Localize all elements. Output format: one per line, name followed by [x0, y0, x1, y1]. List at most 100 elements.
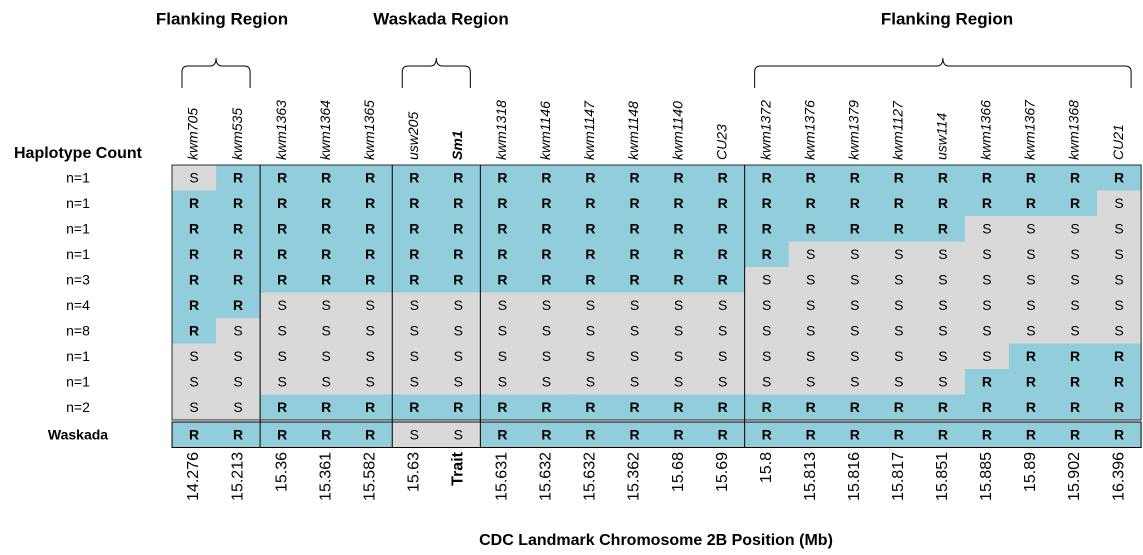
cell: [612, 267, 658, 293]
cell: [1097, 343, 1142, 370]
cell-value: R: [453, 399, 463, 415]
marker-label: kwm1379: [845, 100, 861, 160]
cell-value: R: [762, 399, 772, 415]
cell: [612, 318, 658, 344]
cell-value: R: [894, 220, 904, 236]
cell: [392, 318, 437, 344]
cell-value: S: [762, 373, 771, 389]
cell: [612, 422, 658, 448]
cell: [656, 318, 702, 344]
cell: [744, 343, 790, 370]
cell-value: R: [894, 399, 904, 415]
cell-value: S: [674, 348, 683, 364]
cell-value: S: [674, 373, 683, 389]
cell-value: R: [585, 246, 595, 262]
cell: [656, 394, 702, 421]
cell-value: R: [850, 220, 860, 236]
cell: [480, 394, 525, 421]
cell: [612, 216, 658, 242]
cell: [964, 422, 1010, 448]
haplotype-count: n=2: [66, 399, 90, 415]
cell-value: R: [277, 195, 287, 211]
cell-value: S: [277, 322, 286, 338]
cell-value: S: [982, 271, 991, 287]
cell-value: S: [586, 322, 595, 338]
cell: [700, 190, 746, 217]
cell-value: S: [850, 348, 859, 364]
table-box: [171, 164, 1142, 421]
cell-value: S: [189, 169, 198, 185]
cell-value: S: [233, 348, 242, 364]
cell: [260, 292, 305, 319]
position-label: 15.361: [317, 452, 334, 501]
cell: [656, 343, 702, 370]
cell: [260, 422, 305, 448]
reference-label: Waskada: [48, 426, 108, 442]
cell: [172, 165, 217, 191]
cell-value: S: [1026, 297, 1035, 313]
cell: [568, 343, 613, 370]
position-label: 15.816: [846, 452, 863, 501]
cell: [480, 165, 525, 191]
haplotype-count: n=4: [66, 297, 90, 313]
cell: [1097, 190, 1142, 217]
cell-value: S: [762, 322, 771, 338]
cell-value: S: [498, 373, 507, 389]
cell-value: R: [321, 246, 331, 262]
cell: [260, 267, 305, 293]
cell-value: R: [718, 169, 728, 185]
cell: [480, 267, 525, 293]
cell-value: S: [718, 297, 727, 313]
marker-label: Sm1: [449, 130, 465, 160]
cell-value: R: [674, 195, 684, 211]
marker-label: kwm1372: [757, 100, 773, 160]
cell: [436, 369, 481, 395]
cell-value: R: [321, 220, 331, 236]
cell-value: S: [454, 348, 463, 364]
cell: [876, 165, 922, 191]
cell: [656, 216, 702, 242]
brace: [181, 57, 251, 88]
cell: [788, 241, 834, 268]
cell: [920, 369, 966, 395]
cell-value: R: [629, 271, 639, 287]
marker-label: kwm1318: [493, 100, 509, 160]
cell-value: S: [233, 373, 242, 389]
marker-label: kwm1127: [890, 100, 906, 160]
position-label: 15.63: [405, 452, 422, 492]
cell: [1008, 267, 1054, 293]
cell-value: R: [497, 426, 507, 442]
cell-value: R: [233, 297, 243, 313]
cell-value: R: [541, 399, 551, 415]
cell-value: S: [630, 373, 639, 389]
cell: [524, 422, 569, 448]
cell: [304, 241, 349, 268]
cell: [1008, 422, 1054, 448]
cell: [920, 318, 966, 344]
cell: [260, 318, 305, 344]
cell-value: R: [189, 297, 199, 313]
cell-value: R: [497, 220, 507, 236]
cell-value: S: [762, 271, 771, 287]
cell: [788, 216, 834, 242]
position-label: 15.885: [978, 452, 995, 501]
cell-value: R: [541, 220, 551, 236]
cell: [832, 318, 878, 344]
cell-value: R: [894, 195, 904, 211]
cell: [1053, 292, 1098, 319]
cell-value: S: [1070, 322, 1079, 338]
cell: [876, 318, 922, 344]
cell-value: R: [982, 426, 992, 442]
cell: [832, 267, 878, 293]
cell: [964, 394, 1010, 421]
cell: [700, 292, 746, 319]
cell-value: S: [322, 348, 331, 364]
cell: [172, 422, 217, 448]
cell-value: R: [1114, 169, 1124, 185]
cell-value: R: [1070, 348, 1080, 364]
marker-label: usw205: [405, 112, 421, 160]
position-label: 15.213: [229, 452, 246, 501]
cell: [524, 190, 569, 217]
cell-value: R: [321, 169, 331, 185]
cell-value: R: [233, 271, 243, 287]
